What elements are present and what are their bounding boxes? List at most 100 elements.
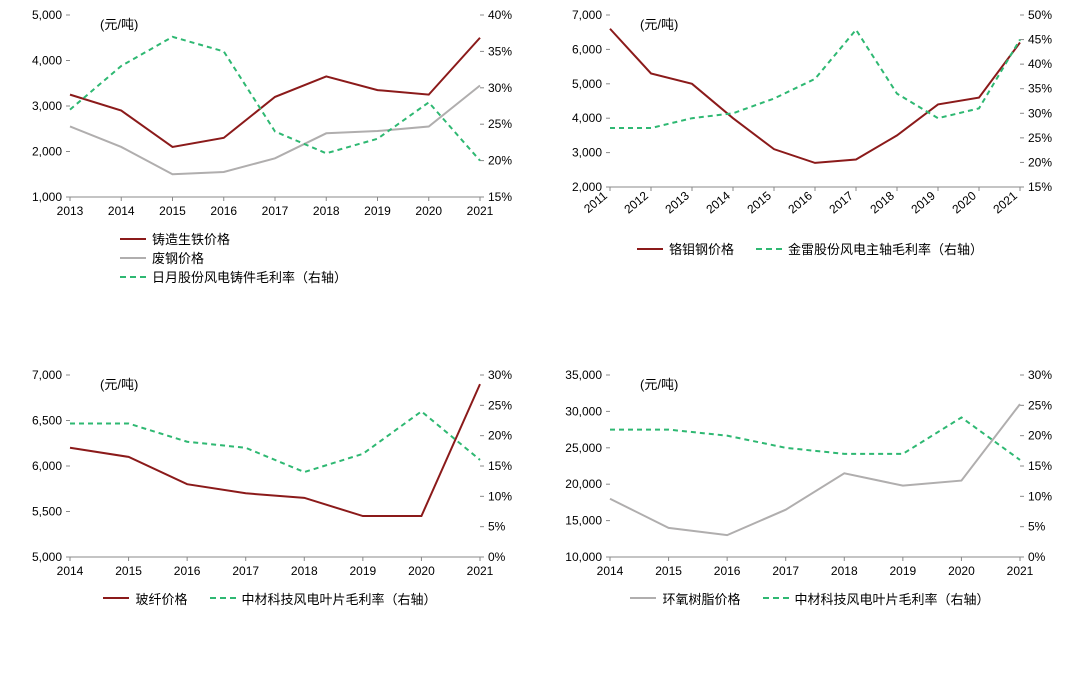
legend-swatch <box>120 257 146 259</box>
legend-swatch <box>210 597 236 599</box>
svg-text:2017: 2017 <box>232 564 259 578</box>
legend-label: 废钢价格 <box>152 248 204 267</box>
legend-bottomright: 环氧树脂价格 中材科技风电叶片毛利率（右轴） <box>550 585 1070 612</box>
chart-grid: 1,000 2,000 3,000 4,000 5,000 15% 20% 25% 30% 35%… <box>0 0 1080 681</box>
legend-swatch <box>120 238 146 240</box>
legend-item: 玻纤价格 <box>103 589 187 608</box>
svg-text:35%: 35% <box>1028 82 1052 96</box>
svg-text:2020: 2020 <box>408 564 435 578</box>
svg-text:25%: 25% <box>488 398 512 412</box>
svg-text:5,000: 5,000 <box>32 8 62 22</box>
legend-label: 铬钼钢价格 <box>669 239 734 258</box>
svg-text:30%: 30% <box>488 81 512 95</box>
svg-text:35%: 35% <box>488 44 512 58</box>
svg-text:10%: 10% <box>488 489 512 503</box>
svg-text:6,000: 6,000 <box>32 459 62 473</box>
svg-text:2,000: 2,000 <box>32 145 62 159</box>
svg-text:50%: 50% <box>1028 8 1052 22</box>
svg-text:2017: 2017 <box>262 204 289 218</box>
legend-topleft: 铸造生铁价格废钢价格日月股份风电铸件毛利率（右轴） <box>10 225 530 290</box>
svg-text:20,000: 20,000 <box>565 477 602 491</box>
svg-text:4,000: 4,000 <box>32 54 62 68</box>
svg-text:2017: 2017 <box>772 564 799 578</box>
svg-text:5,000: 5,000 <box>572 77 602 91</box>
svg-text:2020: 2020 <box>415 204 442 218</box>
svg-text:2015: 2015 <box>159 204 186 218</box>
chart-bottomleft: 5,0005,5006,0006,5007,0000%5%10%15%20%25… <box>10 365 530 585</box>
svg-text:15%: 15% <box>488 459 512 473</box>
svg-text:(元/吨): (元/吨) <box>640 17 678 32</box>
legend-label: 环氧树脂价格 <box>662 589 740 608</box>
legend-label: 日月股份风电铸件毛利率（右轴） <box>152 267 347 286</box>
legend-swatch <box>103 597 129 599</box>
svg-text:2014: 2014 <box>108 204 135 218</box>
svg-text:2015: 2015 <box>115 564 142 578</box>
svg-text:(元/吨): (元/吨) <box>640 377 678 392</box>
legend-item: 铸造生铁价格 <box>120 229 520 248</box>
svg-text:(元/吨): (元/吨) <box>100 17 138 32</box>
legend-label: 玻纤价格 <box>135 589 187 608</box>
legend-item: 铬钼钢价格 <box>637 239 734 258</box>
svg-text:2021: 2021 <box>990 188 1020 216</box>
svg-text:2015: 2015 <box>744 188 774 216</box>
legend-item: 日月股份风电铸件毛利率（右轴） <box>120 267 520 286</box>
legend-item: 金雷股份风电主轴毛利率（右轴） <box>756 239 983 258</box>
svg-text:4,000: 4,000 <box>572 111 602 125</box>
svg-text:25,000: 25,000 <box>565 440 602 454</box>
svg-text:2018: 2018 <box>291 564 318 578</box>
svg-text:30,000: 30,000 <box>565 404 602 418</box>
svg-text:2016: 2016 <box>174 564 201 578</box>
svg-text:40%: 40% <box>488 8 512 22</box>
chart-bottomright: 10,00015,00020,00025,00030,00035,0000%5%… <box>550 365 1070 585</box>
svg-text:2019: 2019 <box>350 564 377 578</box>
svg-text:6,500: 6,500 <box>32 413 62 427</box>
svg-text:2016: 2016 <box>785 188 815 216</box>
svg-text:6,000: 6,000 <box>572 42 602 56</box>
svg-text:25%: 25% <box>1028 131 1052 145</box>
svg-text:2021: 2021 <box>467 564 494 578</box>
svg-text:1,000: 1,000 <box>32 190 62 204</box>
svg-text:20%: 20% <box>1028 155 1052 169</box>
svg-text:2012: 2012 <box>621 188 651 216</box>
svg-text:15%: 15% <box>1028 180 1052 194</box>
svg-text:2014: 2014 <box>597 564 624 578</box>
svg-text:2019: 2019 <box>908 188 938 216</box>
svg-text:25%: 25% <box>1028 398 1052 412</box>
svg-text:3,000: 3,000 <box>572 146 602 160</box>
svg-text:30%: 30% <box>1028 106 1052 120</box>
svg-text:2016: 2016 <box>210 204 237 218</box>
svg-text:10%: 10% <box>1028 489 1052 503</box>
panel-topleft: 1,0002,0003,0004,0005,00015%20%25%30%35%… <box>0 0 540 360</box>
legend-swatch <box>756 248 782 250</box>
svg-text:2019: 2019 <box>890 564 917 578</box>
svg-text:2019: 2019 <box>364 204 391 218</box>
svg-text:2020: 2020 <box>948 564 975 578</box>
svg-text:10,000: 10,000 <box>565 550 602 564</box>
svg-text:40%: 40% <box>1028 57 1052 71</box>
svg-text:45%: 45% <box>1028 33 1052 47</box>
svg-text:5%: 5% <box>1028 519 1046 533</box>
svg-text:2015: 2015 <box>655 564 682 578</box>
svg-text:2016: 2016 <box>714 564 741 578</box>
chart-topleft: 1,0002,0003,0004,0005,00015%20%25%30%35%… <box>10 5 530 225</box>
panel-topright: 2,0003,0004,0005,0006,0007,00015%20%25%3… <box>540 0 1080 360</box>
svg-text:2021: 2021 <box>1007 564 1034 578</box>
legend-label: 金雷股份风电主轴毛利率（右轴） <box>788 239 983 258</box>
legend-bottomleft: 玻纤价格 中材科技风电叶片毛利率（右轴） <box>10 585 530 612</box>
legend-item: 中材科技风电叶片毛利率（右轴） <box>210 589 437 608</box>
legend-label: 中材科技风电叶片毛利率（右轴） <box>242 589 437 608</box>
chart-topright: 2,0003,0004,0005,0006,0007,00015%20%25%3… <box>550 5 1070 235</box>
svg-text:15%: 15% <box>488 190 512 204</box>
svg-text:5,500: 5,500 <box>32 504 62 518</box>
panel-bottomright: 10,00015,00020,00025,00030,00035,0000%5%… <box>540 360 1080 681</box>
legend-swatch <box>120 276 146 278</box>
legend-item: 中材科技风电叶片毛利率（右轴） <box>763 589 990 608</box>
svg-text:20%: 20% <box>488 428 512 442</box>
legend-label: 中材科技风电叶片毛利率（右轴） <box>795 589 990 608</box>
svg-text:(元/吨): (元/吨) <box>100 377 138 392</box>
svg-text:15,000: 15,000 <box>565 513 602 527</box>
svg-text:25%: 25% <box>488 117 512 131</box>
svg-text:2020: 2020 <box>949 188 979 216</box>
legend-swatch <box>637 248 663 250</box>
svg-text:2018: 2018 <box>313 204 340 218</box>
